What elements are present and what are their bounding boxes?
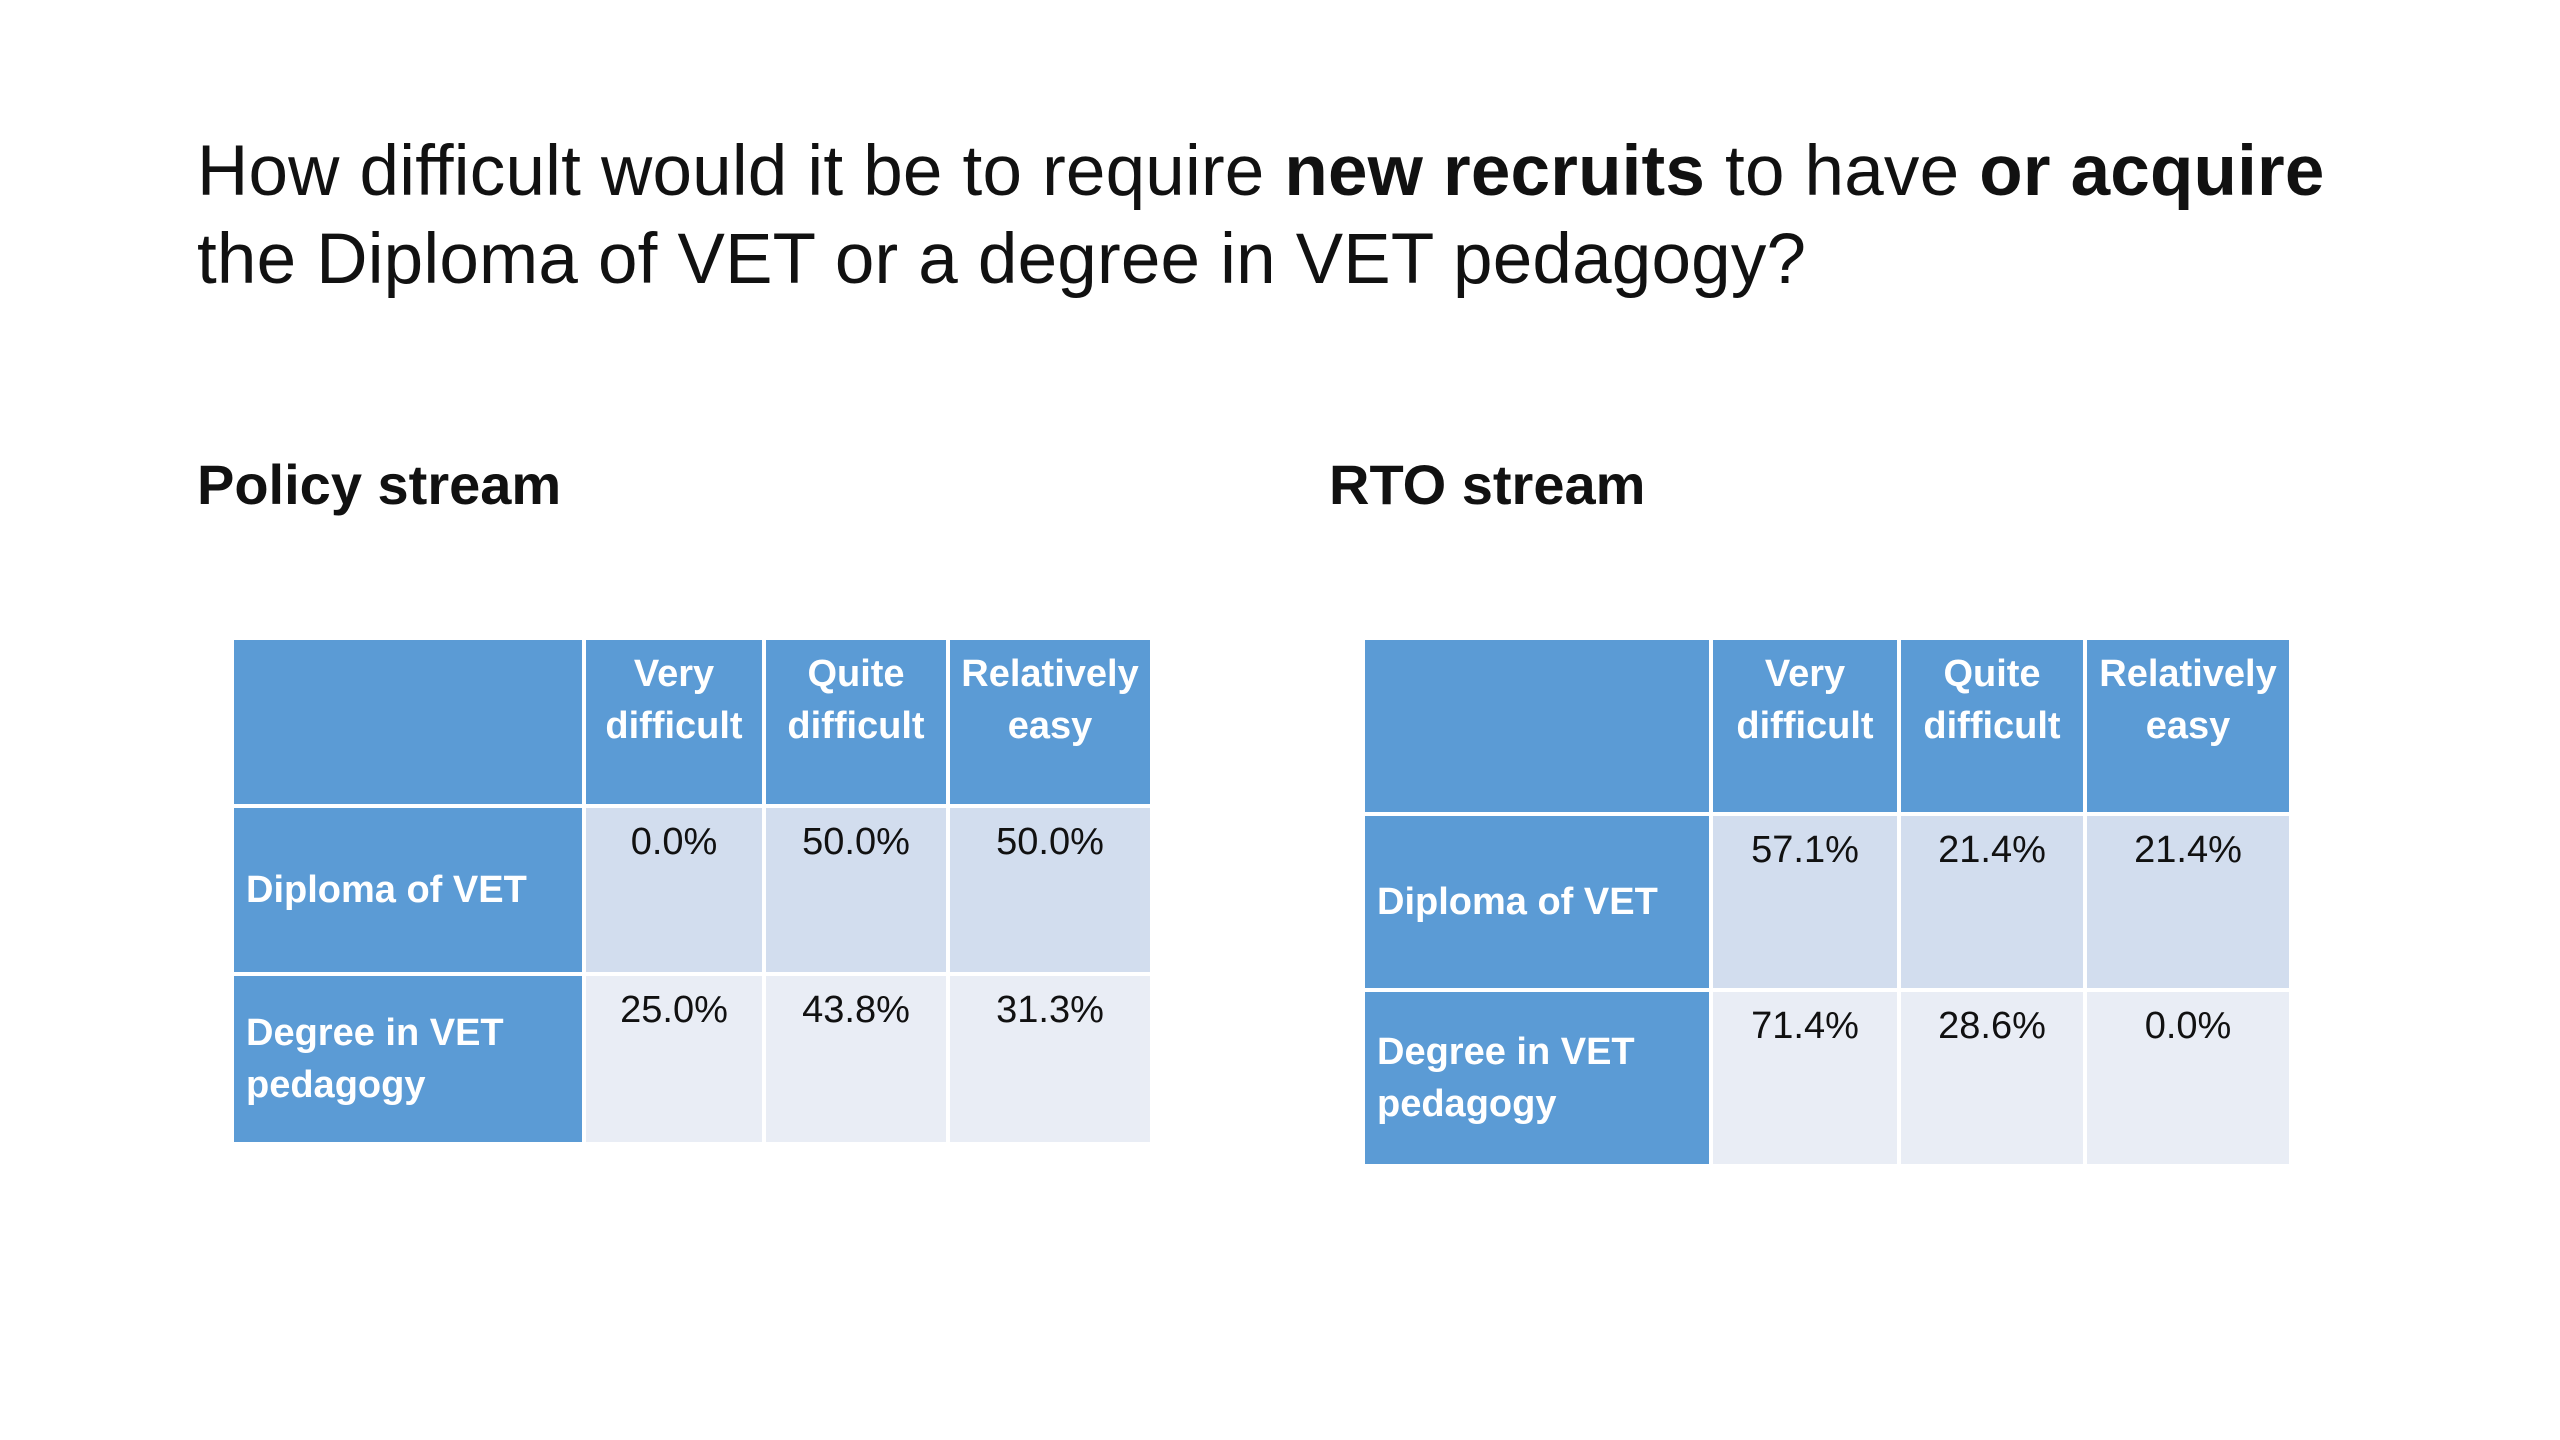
row-label-line: Degree in VET bbox=[246, 1012, 504, 1054]
table-cell: 0.0% bbox=[582, 804, 766, 976]
title-bold-new-recruits: new recruits bbox=[1284, 132, 1706, 211]
table-cell: 0.0% bbox=[2083, 988, 2293, 1168]
slide-title: How difficult would it be to require new… bbox=[197, 128, 2437, 304]
row-label: Degree in VET pedagogy bbox=[1361, 988, 1713, 1168]
column-header-very-difficult: Very difficult bbox=[582, 636, 766, 808]
column-header-line: Quite bbox=[807, 653, 905, 695]
column-header-very-difficult: Very difficult bbox=[1709, 636, 1901, 816]
row-label-line: Diploma of VET bbox=[246, 869, 527, 911]
table-cell: 43.8% bbox=[762, 972, 950, 1146]
column-header-line: easy bbox=[2145, 705, 2231, 747]
policy-stream-table: Very difficult Quite difficult Relativel… bbox=[230, 636, 1154, 1146]
column-header-line: difficult bbox=[787, 705, 925, 747]
column-header-line: Relatively bbox=[961, 653, 1139, 695]
row-label-line: pedagogy bbox=[246, 1064, 426, 1106]
row-label: Diploma of VET bbox=[1361, 812, 1713, 992]
rto-stream-heading: RTO stream bbox=[1329, 453, 1646, 516]
row-label-line: Degree in VET bbox=[1377, 1031, 1635, 1073]
column-header-line: easy bbox=[1007, 705, 1093, 747]
table-cell: 71.4% bbox=[1709, 988, 1901, 1168]
column-header-relatively-easy: Relatively easy bbox=[946, 636, 1154, 808]
row-label-line: pedagogy bbox=[1377, 1083, 1557, 1125]
row-label: Degree in VET pedagogy bbox=[230, 972, 586, 1146]
rto-stream-table: Very difficult Quite difficult Relativel… bbox=[1361, 636, 2293, 1168]
title-text-2: to have bbox=[1705, 132, 1980, 211]
table-cell: 21.4% bbox=[1897, 812, 2087, 992]
table-cell: 25.0% bbox=[582, 972, 766, 1146]
column-header-line: difficult bbox=[1736, 705, 1874, 747]
table-cell: 57.1% bbox=[1709, 812, 1901, 992]
table-corner-cell bbox=[230, 636, 586, 808]
title-bold-or-acquire: or acquire bbox=[1979, 132, 2325, 211]
column-header-quite-difficult: Quite difficult bbox=[762, 636, 950, 808]
table-header-row: Very difficult Quite difficult Relativel… bbox=[230, 636, 1154, 808]
title-text-1: How difficult would it be to require bbox=[197, 132, 1285, 211]
table-header-row: Very difficult Quite difficult Relativel… bbox=[1361, 636, 2293, 816]
column-header-line: Very bbox=[1764, 653, 1846, 695]
policy-stream-heading: Policy stream bbox=[197, 453, 562, 516]
table-cell: 28.6% bbox=[1897, 988, 2087, 1168]
table-cell: 50.0% bbox=[946, 804, 1154, 976]
title-line-2: the Diploma of VET or a degree in VET pe… bbox=[197, 220, 1807, 299]
column-header-line: difficult bbox=[1923, 705, 2061, 747]
column-header-line: Very bbox=[633, 653, 715, 695]
table-cell: 21.4% bbox=[2083, 812, 2293, 992]
table-corner-cell bbox=[1361, 636, 1713, 816]
column-header-line: Relatively bbox=[2099, 653, 2277, 695]
column-header-line: difficult bbox=[605, 705, 743, 747]
table-cell: 31.3% bbox=[946, 972, 1154, 1146]
table-row-degree-in-vet-pedagogy: Degree in VET pedagogy 25.0% 43.8% 31.3% bbox=[230, 972, 1154, 1146]
table-row-degree-in-vet-pedagogy: Degree in VET pedagogy 71.4% 28.6% 0.0% bbox=[1361, 988, 2293, 1168]
table-row-diploma-of-vet: Diploma of VET 57.1% 21.4% 21.4% bbox=[1361, 812, 2293, 992]
row-label: Diploma of VET bbox=[230, 804, 586, 976]
column-header-quite-difficult: Quite difficult bbox=[1897, 636, 2087, 816]
table-row-diploma-of-vet: Diploma of VET 0.0% 50.0% 50.0% bbox=[230, 804, 1154, 976]
column-header-relatively-easy: Relatively easy bbox=[2083, 636, 2293, 816]
table-cell: 50.0% bbox=[762, 804, 950, 976]
column-header-line: Quite bbox=[1943, 653, 2041, 695]
row-label-line: Diploma of VET bbox=[1377, 881, 1658, 923]
